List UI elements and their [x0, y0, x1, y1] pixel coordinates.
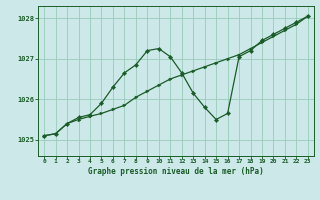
- X-axis label: Graphe pression niveau de la mer (hPa): Graphe pression niveau de la mer (hPa): [88, 167, 264, 176]
